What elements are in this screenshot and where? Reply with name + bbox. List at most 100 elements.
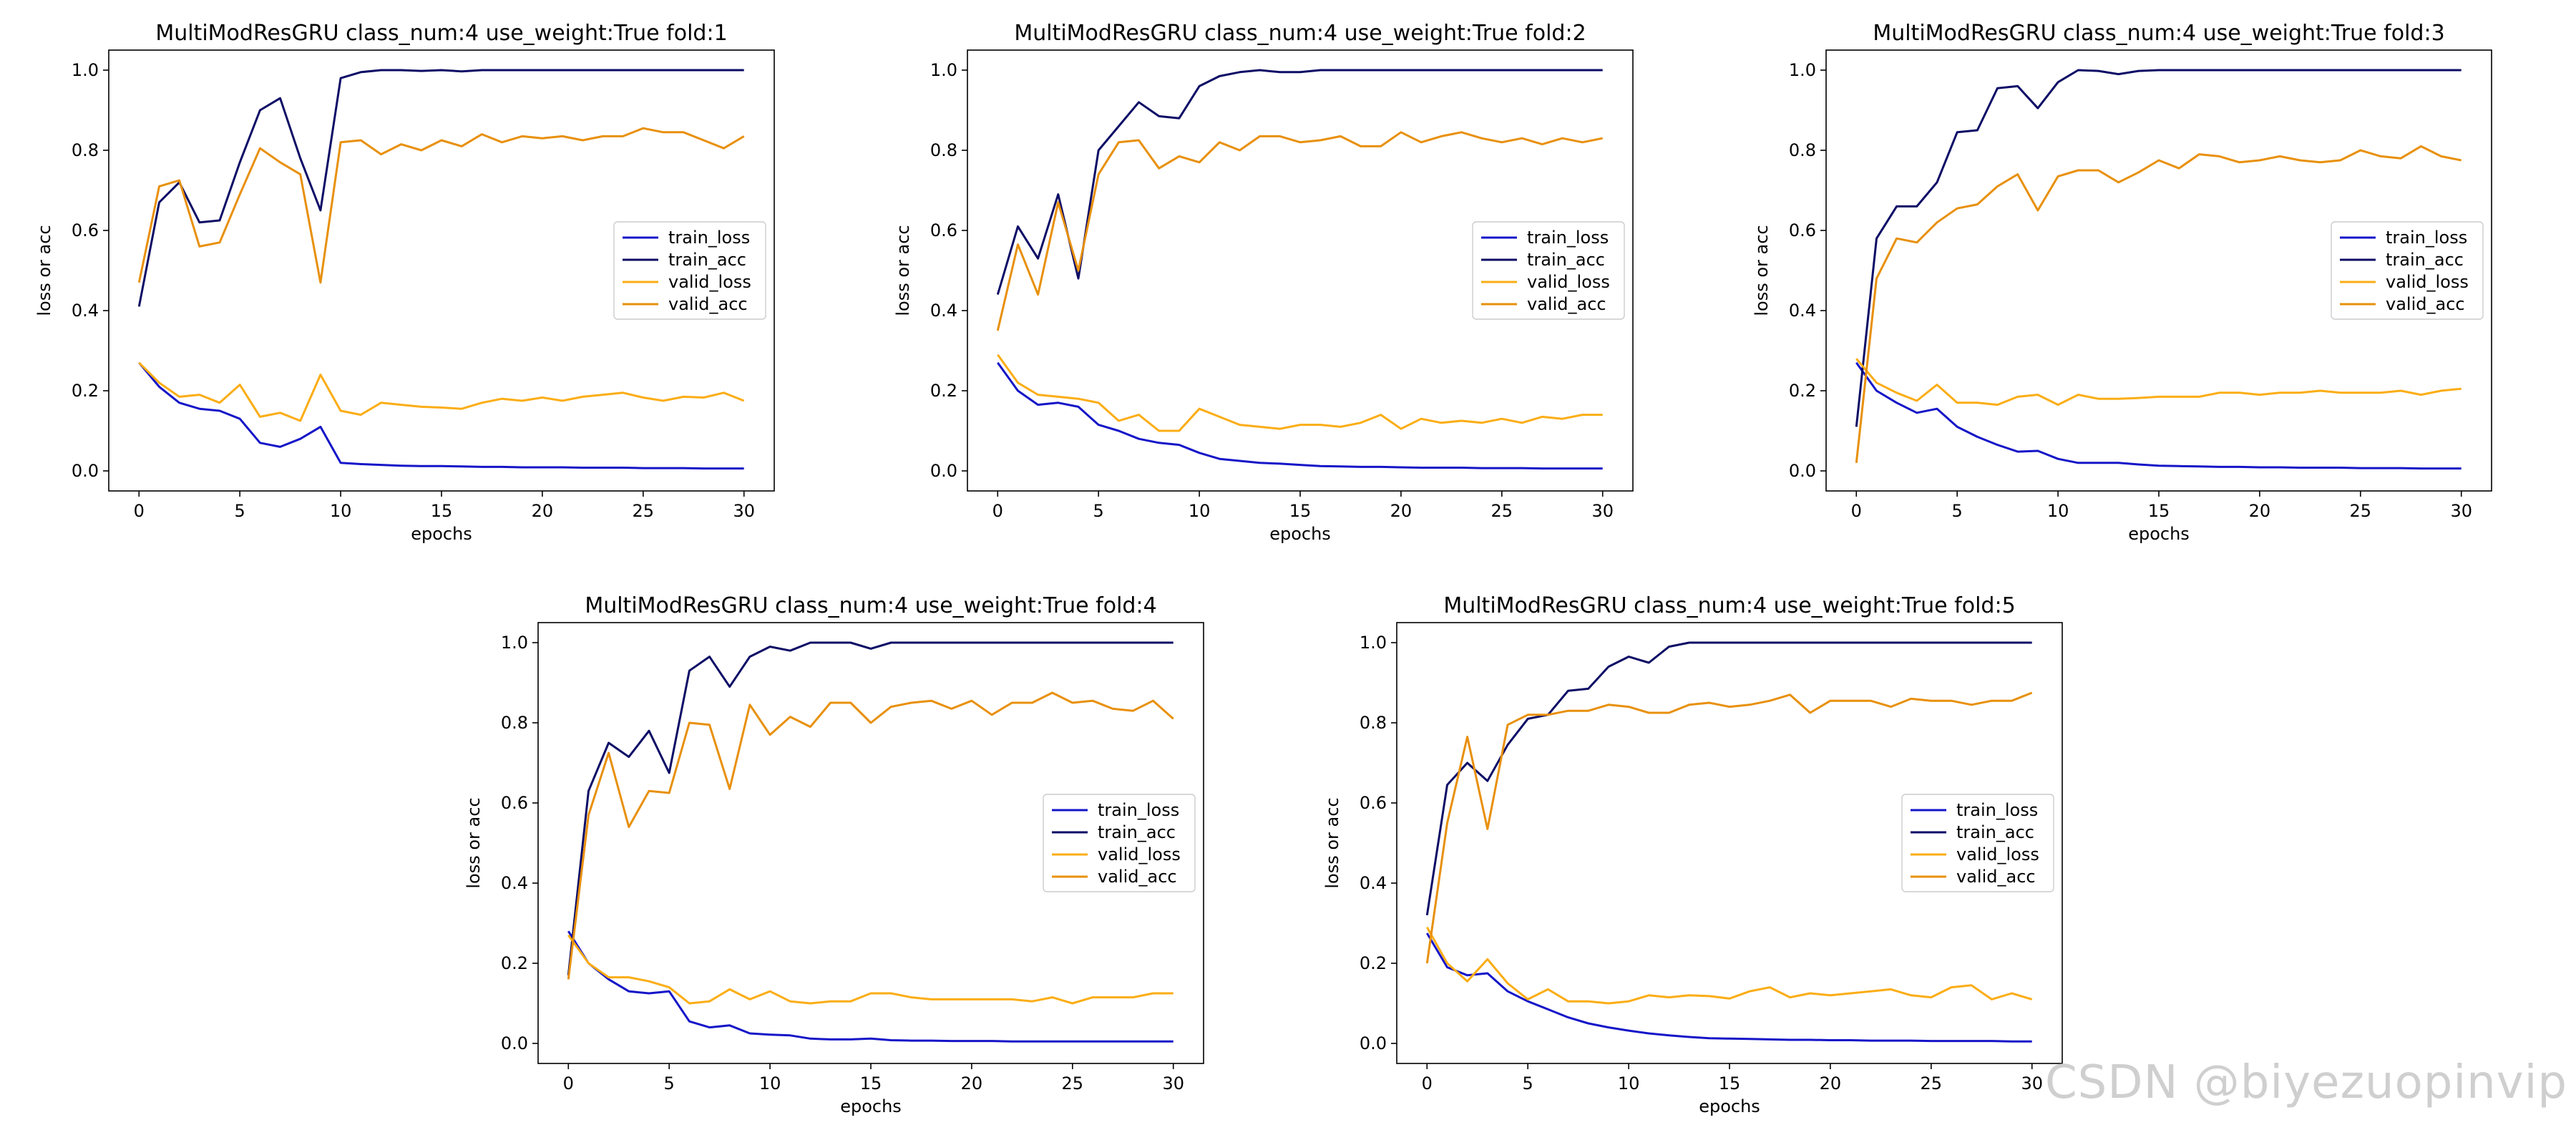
x-tick-label: 0 (1851, 501, 1862, 521)
x-tick-label: 30 (733, 501, 755, 521)
series-line-train-acc (996, 69, 1603, 296)
x-tick-label: 10 (759, 1073, 781, 1094)
x-tick-label: 25 (1921, 1073, 1943, 1094)
legend-label-train-loss: train_loss (1956, 800, 2038, 820)
x-tick-label: 5 (664, 1073, 675, 1094)
chart-title: MultiModResGRU class_num:4 use_weight:Tr… (585, 593, 1156, 618)
legend-box (2331, 221, 2484, 320)
y-tick-label: 0.2 (930, 381, 957, 401)
x-tick-label: 5 (1952, 501, 1963, 521)
legend-label-train-acc: train_acc (668, 250, 746, 270)
x-axis-label: epochs (840, 1096, 902, 1116)
legend-label-train-loss: train_loss (2386, 228, 2467, 248)
y-tick-label: 0.0 (72, 461, 99, 481)
x-tick-label: 0 (563, 1073, 574, 1094)
chart-panel-fold-1: MultiModResGRU class_num:4 use_weight:Tr… (34, 21, 775, 544)
legend-label-valid-acc: valid_acc (1527, 294, 1606, 314)
x-tick-label: 20 (961, 1073, 983, 1094)
series-line-train-loss (997, 361, 1603, 470)
x-tick-label: 30 (1591, 501, 1614, 521)
legend-label-valid-loss: valid_loss (1956, 844, 2039, 865)
x-tick-label: 10 (1189, 501, 1211, 521)
y-tick-label: 0.2 (1789, 381, 1816, 401)
y-tick-label: 0.2 (501, 953, 528, 973)
chart-panel-fold-4: MultiModResGRU class_num:4 use_weight:Tr… (464, 593, 1204, 1116)
legend-label-valid-acc: valid_acc (2386, 294, 2465, 314)
legend-label-valid-loss: valid_loss (1527, 272, 1610, 292)
y-axis-label: loss or acc (34, 225, 54, 316)
x-tick-label: 15 (860, 1073, 882, 1094)
x-tick-label: 0 (992, 501, 1003, 521)
legend-label-train-acc: train_acc (2386, 250, 2464, 270)
y-tick-label: 0.4 (930, 301, 957, 321)
y-axis-label: loss or acc (893, 225, 913, 316)
y-tick-label: 0.4 (72, 301, 99, 321)
x-tick-label: 30 (2450, 501, 2472, 521)
x-tick-label: 30 (1162, 1073, 1184, 1094)
y-tick-label: 1.0 (72, 60, 99, 80)
legend-box (613, 221, 766, 320)
x-axis-label: epochs (2128, 524, 2190, 544)
legend-label-valid-acc: valid_acc (1098, 867, 1177, 887)
y-tick-label: 0.0 (1789, 461, 1816, 481)
y-axis-label: loss or acc (464, 797, 484, 888)
y-tick-label: 0.6 (1360, 793, 1387, 813)
x-tick-label: 10 (1618, 1073, 1640, 1094)
y-tick-label: 0.0 (930, 461, 957, 481)
x-axis-label: epochs (1699, 1096, 1760, 1116)
x-tick-label: 5 (1093, 501, 1104, 521)
y-tick-label: 0.0 (501, 1033, 528, 1053)
x-tick-label: 20 (1390, 501, 1413, 521)
y-tick-label: 1.0 (1789, 60, 1816, 80)
chart-panel-fold-5: MultiModResGRU class_num:4 use_weight:Tr… (1322, 593, 2063, 1116)
legend-label-train-acc: train_acc (1956, 822, 2034, 842)
x-tick-label: 10 (2047, 501, 2069, 521)
y-tick-label: 1.0 (1360, 633, 1387, 653)
series-line-valid-loss (997, 354, 1603, 432)
x-tick-label: 20 (2249, 501, 2271, 521)
y-axis-label: loss or acc (1322, 797, 1342, 888)
x-tick-label: 15 (431, 501, 453, 521)
series-line-train-loss (1855, 361, 2462, 470)
y-tick-label: 0.4 (1360, 873, 1387, 893)
x-axis-label: epochs (411, 524, 472, 544)
series-line-valid-acc (996, 131, 1603, 331)
series-line-valid-acc (1855, 145, 2462, 463)
watermark: CSDN @biyezuopinvip (2044, 1056, 2567, 1109)
x-tick-label: 25 (2350, 501, 2372, 521)
legend-label-valid-loss: valid_loss (1098, 844, 1181, 865)
x-tick-label: 15 (2148, 501, 2170, 521)
y-tick-label: 0.6 (72, 220, 99, 240)
series-line-train-loss (1426, 932, 2032, 1043)
chart-title: MultiModResGRU class_num:4 use_weight:Tr… (155, 21, 727, 46)
x-tick-label: 25 (1491, 501, 1513, 521)
legend-box (1901, 794, 2054, 892)
chart-title: MultiModResGRU class_num:4 use_weight:Tr… (1443, 593, 2015, 618)
x-tick-label: 0 (1422, 1073, 1433, 1094)
series-line-train-loss (138, 361, 744, 470)
legend-box (1043, 794, 1196, 892)
y-tick-label: 0.8 (1789, 140, 1816, 160)
x-tick-label: 30 (2021, 1073, 2043, 1094)
series-line-valid-acc (137, 127, 745, 284)
series-line-train-acc (1425, 641, 2032, 916)
x-axis-label: epochs (1269, 524, 1331, 544)
x-tick-label: 0 (134, 501, 145, 521)
x-tick-label: 20 (1820, 1073, 1842, 1094)
y-tick-label: 0.2 (72, 381, 99, 401)
legend-label-train-loss: train_loss (1527, 228, 1609, 248)
series-line-train-acc (137, 69, 744, 307)
chart-panel-fold-3: MultiModResGRU class_num:4 use_weight:Tr… (1752, 21, 2492, 544)
series-line-train-acc (1855, 69, 2462, 427)
x-tick-label: 5 (235, 501, 245, 521)
series-line-valid-loss (1425, 926, 2033, 1005)
x-tick-label: 5 (1523, 1073, 1533, 1094)
y-tick-label: 1.0 (501, 633, 528, 653)
chart-title: MultiModResGRU class_num:4 use_weight:Tr… (1014, 21, 1586, 46)
chart-panel-fold-2: MultiModResGRU class_num:4 use_weight:Tr… (893, 21, 1634, 544)
legend-label-valid-acc: valid_acc (1956, 867, 2036, 887)
